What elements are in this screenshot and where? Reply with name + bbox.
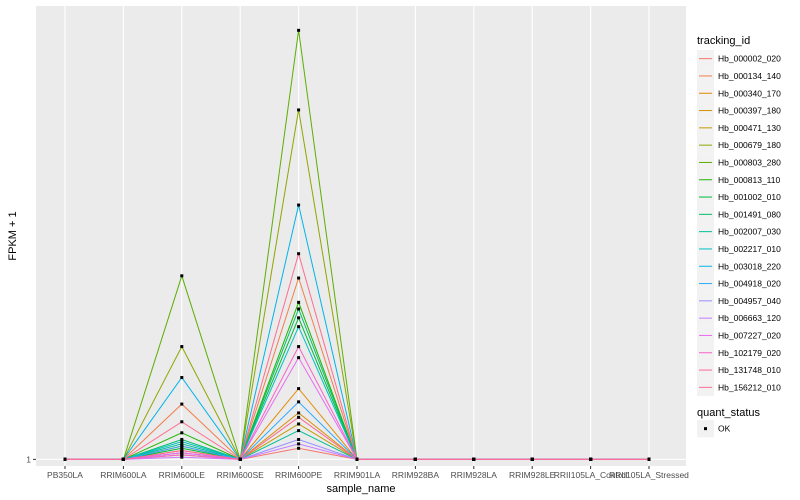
- legend-label: Hb_000803_280: [718, 157, 781, 167]
- data-point: [589, 457, 593, 461]
- point-legend-marker: [704, 427, 707, 431]
- x-tick-label: RRIM928BA: [392, 470, 440, 480]
- data-point: [297, 422, 301, 426]
- data-point: [413, 457, 417, 461]
- legend-label: Hb_003018_220: [718, 261, 781, 271]
- x-tick-label: RRIM600SE: [217, 470, 265, 480]
- data-point: [297, 316, 301, 320]
- data-point: [297, 400, 301, 404]
- legend: tracking_id Hb_000002_020Hb_000134_140Hb…: [697, 35, 781, 438]
- data-point: [238, 457, 242, 461]
- data-point: [297, 387, 301, 391]
- data-point: [355, 457, 359, 461]
- data-point: [180, 453, 184, 457]
- data-point: [180, 376, 184, 380]
- data-point: [297, 307, 301, 311]
- legend-label: Hb_002217_010: [718, 244, 781, 254]
- data-point: [297, 442, 301, 446]
- data-point: [297, 345, 301, 349]
- data-point: [297, 437, 301, 441]
- data-point: [297, 276, 301, 280]
- data-point: [297, 411, 301, 415]
- data-points: [63, 28, 651, 461]
- data-point: [180, 444, 184, 448]
- legend-label: Hb_000340_170: [718, 88, 781, 98]
- data-point: [472, 457, 476, 461]
- data-point: [297, 203, 301, 207]
- data-point: [297, 325, 301, 329]
- y-tick-label: 1: [26, 454, 31, 464]
- legend-label: Hb_000002_020: [718, 54, 781, 64]
- point-legend-label: OK: [718, 424, 731, 434]
- y-axis-ticks: 1: [26, 454, 36, 464]
- data-point: [180, 455, 184, 459]
- data-point: [180, 451, 184, 455]
- x-tick-label: RRIM600PE: [275, 470, 323, 480]
- plot-panel: [36, 6, 686, 466]
- legend-label: Hb_000813_110: [718, 175, 781, 185]
- data-point: [530, 457, 534, 461]
- data-point: [180, 437, 184, 441]
- data-point: [180, 345, 184, 349]
- data-point: [180, 402, 184, 406]
- x-axis-ticks: PB350LA RRIM600LA RRIM600LE RRIM600SE RRIM60…: [47, 466, 689, 480]
- data-point: [297, 28, 301, 32]
- legend-label: Hb_131748_010: [718, 365, 781, 375]
- data-point: [63, 457, 67, 461]
- data-point: [297, 252, 301, 256]
- legend-label: Hb_001002_010: [718, 192, 781, 202]
- legend-label: Hb_006663_120: [718, 313, 781, 323]
- legend-title: tracking_id: [697, 35, 750, 47]
- legend-label: Hb_000134_140: [718, 71, 781, 81]
- data-point: [180, 449, 184, 453]
- x-tick-label: RRII105LA_Stressed: [609, 470, 689, 480]
- data-point: [180, 442, 184, 446]
- legend-label: Hb_000679_180: [718, 140, 781, 150]
- x-axis-title: sample_name: [326, 483, 395, 495]
- data-point: [180, 431, 184, 435]
- legend-label: Hb_102179_020: [718, 348, 781, 358]
- x-tick-label: RRIM600LA: [100, 470, 147, 480]
- y-axis-title: FPKM + 1: [7, 211, 19, 260]
- data-point: [180, 440, 184, 444]
- data-point: [297, 108, 301, 112]
- x-tick-label: RRII105LA_Control: [554, 470, 628, 480]
- data-point: [297, 356, 301, 360]
- legend-label: Hb_004957_040: [718, 296, 781, 306]
- data-point: [180, 446, 184, 450]
- data-point: [647, 457, 651, 461]
- legend-label: Hb_000471_130: [718, 123, 781, 133]
- x-tick-label: RRIM600LE: [159, 470, 206, 480]
- point-legend-title: quant_status: [697, 407, 760, 419]
- data-point: [297, 415, 301, 419]
- data-point: [121, 457, 125, 461]
- data-point: [297, 429, 301, 433]
- data-point: [297, 446, 301, 450]
- data-point: [180, 274, 184, 278]
- x-tick-label: PB350LA: [47, 470, 83, 480]
- legend-label: Hb_004918_020: [718, 279, 781, 289]
- x-tick-label: RRIM928LA: [451, 470, 498, 480]
- data-point: [297, 300, 301, 304]
- legend-label: Hb_156212_010: [718, 382, 781, 392]
- legend-label: Hb_007227_020: [718, 330, 781, 340]
- grid-lines: [36, 6, 686, 466]
- legend-label: Hb_001491_080: [718, 209, 781, 219]
- data-point: [180, 420, 184, 424]
- legend-label: Hb_000397_180: [718, 106, 781, 116]
- x-tick-label: RRIM901LA: [334, 470, 381, 480]
- x-tick-label: RRIM928LE: [509, 470, 556, 480]
- legend-label: Hb_002007_030: [718, 227, 781, 237]
- legend-items: Hb_000002_020 Hb_000134_140 Hb_000340_170 H…: [697, 50, 781, 396]
